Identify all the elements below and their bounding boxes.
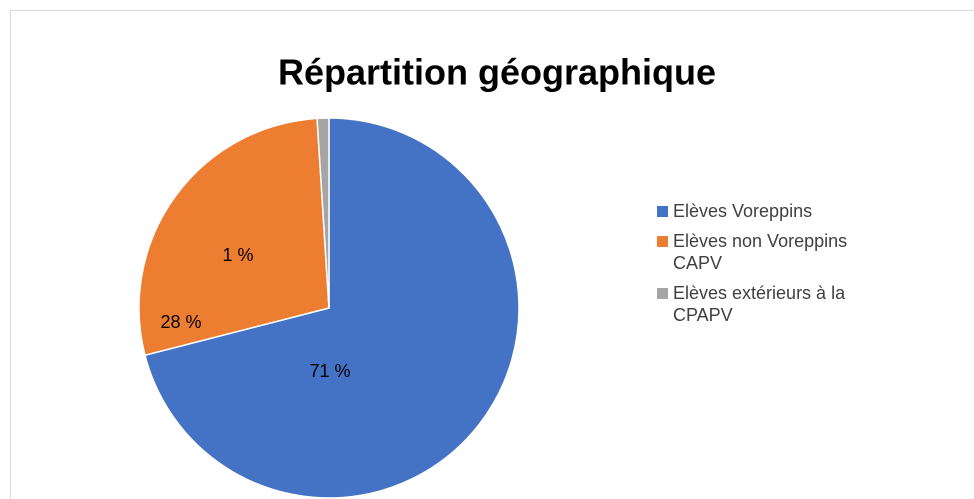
- legend-swatch: [657, 236, 668, 247]
- pie-slice: [316, 117, 330, 309]
- legend-item: Elèves Voreppins: [657, 200, 897, 222]
- legend: Elèves Voreppins Elèves non Voreppins CAP…: [657, 200, 897, 334]
- legend-swatch: [657, 206, 668, 217]
- legend-label: Elèves Voreppins: [673, 201, 813, 221]
- data-label: 28 %: [160, 312, 201, 332]
- chart-title: Répartition géographique: [278, 52, 716, 93]
- data-label: 71 %: [309, 361, 350, 381]
- pie-slice: [144, 117, 520, 499]
- legend-item: Elèves non Voreppins CAPV: [657, 230, 897, 274]
- legend-item: Elèves extérieurs à la CPAPV: [657, 282, 897, 326]
- legend-label: Elèves extérieurs à la CPAPV: [673, 283, 846, 325]
- data-label: 1 %: [222, 245, 253, 265]
- pie-slice: [138, 117, 330, 357]
- legend-label: Elèves non Voreppins CAPV: [673, 231, 848, 273]
- legend-swatch: [657, 288, 668, 299]
